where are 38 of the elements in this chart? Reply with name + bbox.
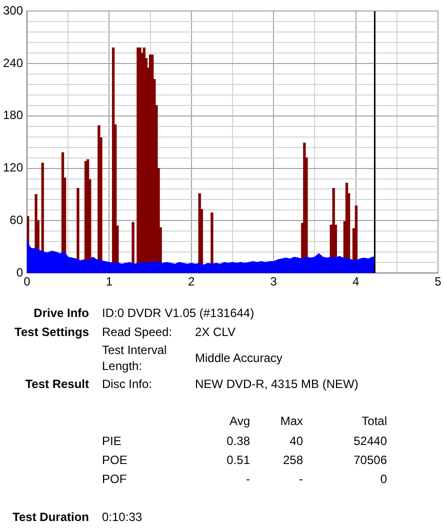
text: Total [362, 414, 387, 428]
x-tick-label: 4 [352, 274, 360, 289]
text: Test Interval Length: [102, 342, 168, 374]
text: NEW DVD-R, 4315 MB (NEW) [195, 377, 358, 391]
y-tick-label: 180 [2, 108, 24, 122]
y-tick-label: 120 [2, 160, 24, 175]
text: Test Result [25, 377, 89, 391]
x-tick-label: 5 [434, 274, 442, 289]
text: Avg [230, 414, 250, 428]
x-tick-label: 2 [188, 274, 196, 289]
text: Test Settings [14, 325, 89, 339]
y-tick-label: 240 [2, 56, 24, 70]
text: 2X CLV [195, 325, 236, 339]
text: 0:10:33 [102, 510, 142, 524]
text: Test Duration [12, 510, 89, 524]
text: 0 [380, 472, 387, 486]
text: 40 [290, 434, 303, 448]
text: Max [280, 414, 303, 428]
text: POF [102, 472, 127, 486]
text: - [299, 472, 303, 486]
x-tick-label: 1 [106, 274, 113, 289]
text: 258 [282, 453, 303, 467]
text: Middle Accuracy [195, 351, 282, 365]
text: - [246, 472, 250, 486]
text: POE [102, 453, 128, 467]
text: 70506 [354, 453, 387, 467]
text: 0.38 [226, 434, 250, 448]
y-tick-label: 60 [10, 212, 24, 227]
y-tick-label: 300 [2, 4, 24, 18]
text: Read Speed: [102, 325, 172, 339]
text: ID:0 DVDR V1.05 (#131644) [102, 306, 254, 320]
text: PIE [102, 434, 122, 448]
text: Drive Info [34, 306, 89, 320]
y-tick-label: 0 [16, 265, 24, 280]
text: 0.51 [226, 453, 250, 467]
text: 52440 [354, 434, 387, 448]
text: Disc Info: [102, 377, 152, 391]
x-tick-label: 3 [270, 274, 278, 289]
